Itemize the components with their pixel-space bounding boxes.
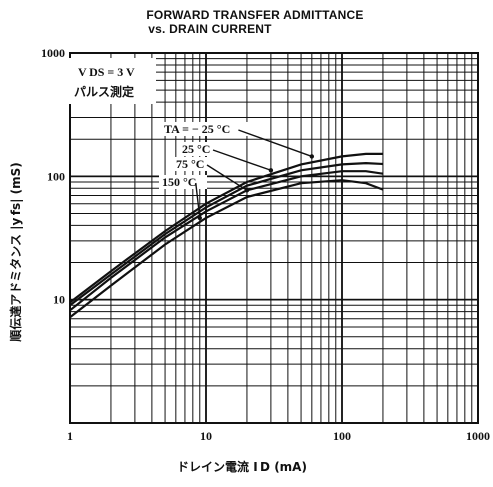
plot-frame (69, 52, 479, 424)
series-label-3: 150 °C (162, 175, 196, 189)
vds-condition: V DS = 3 V (78, 65, 135, 79)
series-label-bg (161, 122, 251, 136)
series-label-bg (173, 157, 214, 171)
series-label-2: 75 °C (176, 157, 204, 171)
chart-title-line1: FORWARD TRANSFER ADMITTANCE (146, 8, 364, 22)
series-line-1 (69, 161, 383, 307)
leader-arrow (197, 215, 202, 221)
x-axis-label: ドレイン電流 I D (mA) (177, 459, 307, 474)
series-label-0: TA = − 25 °C (164, 122, 230, 136)
leader-arrow (268, 168, 274, 173)
condition-box (68, 58, 156, 104)
y-tick-label: 10 (53, 293, 65, 307)
y-tick-label: 100 (47, 169, 65, 183)
y-tick-label: 1000 (41, 46, 65, 60)
series-line-3 (69, 179, 384, 319)
x-tick-label: 100 (333, 429, 351, 443)
leader-line (195, 182, 201, 219)
series-label-bg (179, 142, 220, 156)
curves (69, 152, 384, 319)
series-labels: TA = − 25 °C 25 °C75 °C 150 °C (159, 122, 315, 221)
series-label-1: 25 °C (182, 142, 210, 156)
series-label-bg (159, 175, 207, 189)
leader-arrow (309, 154, 315, 159)
leader-line (238, 129, 313, 158)
x-tick-label: 10 (200, 429, 212, 443)
grid (69, 52, 479, 424)
measure-method: パルス測定 (74, 84, 134, 99)
y-axis-label: 順伝達アドミタンス |y fs| (mS) (8, 162, 23, 343)
leader-line (206, 164, 248, 191)
tick-labels: 1 10 100 1000 10 100 1000 (41, 46, 490, 443)
chart-title-line2: vs. DRAIN CURRENT (148, 22, 272, 36)
series-line-0 (69, 152, 383, 304)
leader-line (212, 149, 272, 171)
x-tick-label: 1 (67, 429, 73, 443)
leader-arrow (244, 188, 250, 193)
x-tick-label: 1000 (466, 429, 490, 443)
